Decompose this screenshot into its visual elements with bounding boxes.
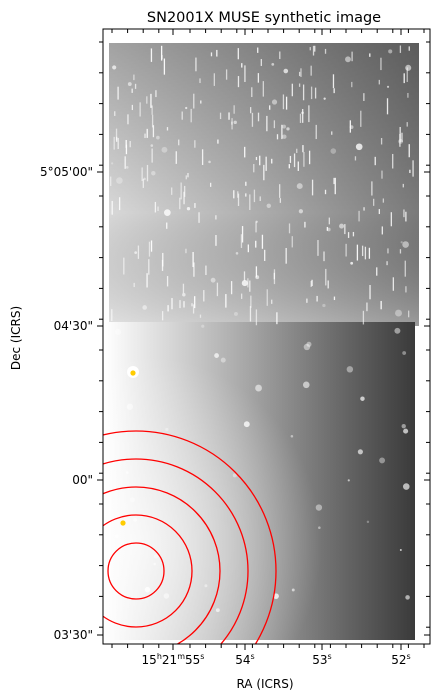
y-tick-label: 04'30": [54, 319, 93, 333]
region-circle: [103, 514, 193, 628]
region-circle: [103, 430, 277, 644]
region-circles: [103, 430, 277, 644]
region-circle: [103, 486, 221, 644]
y-tick-label: 00": [72, 473, 93, 487]
x-tick-label: 54s: [235, 652, 254, 667]
image-speckle: [110, 45, 414, 613]
image-panel: [105, 43, 419, 640]
y-tick-label: 5°05'00": [40, 165, 93, 179]
marker-upper: [130, 370, 136, 376]
x-tick-label: 15h21m55s: [142, 652, 205, 667]
figure-title: SN2001X MUSE synthetic image: [147, 10, 381, 26]
x-tick-label: 53s: [312, 652, 331, 667]
marker-lower: [120, 520, 126, 526]
tick-marks: [97, 29, 430, 650]
region-circle: [103, 458, 249, 644]
x-axis-label: RA (ICRS): [236, 677, 293, 691]
axes-frame: [102, 28, 431, 645]
region-circle: [107, 542, 165, 600]
y-axis-label: Dec (ICRS): [9, 306, 23, 370]
x-tick-label: 52s: [391, 652, 410, 667]
y-tick-label: 03'30": [54, 628, 93, 642]
